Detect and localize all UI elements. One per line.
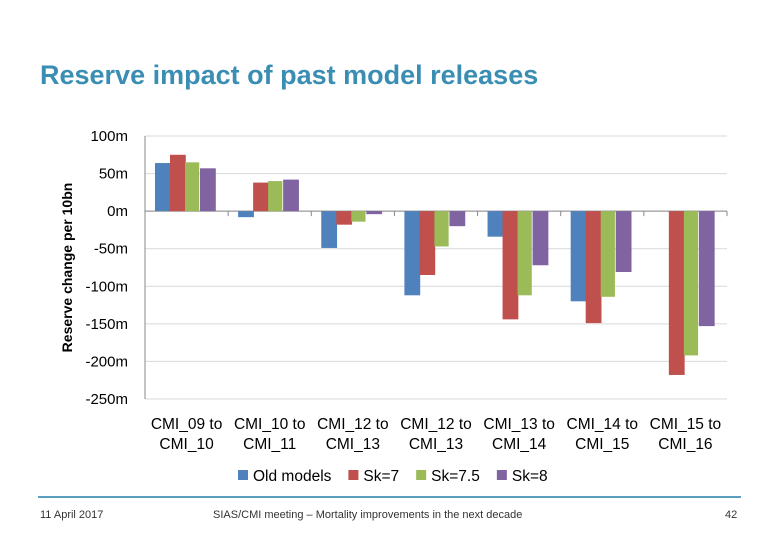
bar-sk-8 xyxy=(698,211,715,327)
y-tick-label: -100m xyxy=(85,278,128,295)
legend-label: Sk=7.5 xyxy=(431,468,480,485)
x-tick-label: CMI_13 to xyxy=(483,416,555,433)
y-tick-label: 100m xyxy=(90,128,128,145)
bar-old-models xyxy=(154,163,171,212)
x-tick-label: CMI_13 xyxy=(409,436,463,453)
x-tick-label: CMI_12 to xyxy=(317,416,389,433)
bar-sk-7 xyxy=(419,211,436,276)
bar-sk-7 xyxy=(169,154,186,212)
x-tick-label: CMI_09 to xyxy=(151,416,223,433)
page-number: 42 xyxy=(725,509,738,521)
bar-sk-7 xyxy=(585,211,602,324)
legend-label: Sk=7 xyxy=(363,468,399,485)
bar-sk-7-5 xyxy=(268,181,283,212)
bar-sk-7-5 xyxy=(683,211,699,356)
y-tick-label: -200m xyxy=(85,353,128,370)
x-tick-label: CMI_16 xyxy=(658,436,712,453)
bar-sk-7 xyxy=(502,211,519,320)
legend-swatch xyxy=(416,470,427,480)
footer-divider xyxy=(38,496,741,498)
bar-sk-8 xyxy=(366,211,383,215)
x-tick-label: CMI_10 to xyxy=(234,416,306,433)
x-tick-label: CMI_12 to xyxy=(400,416,472,433)
legend-label: Sk=8 xyxy=(512,468,548,485)
bar-sk-7-5 xyxy=(434,211,449,247)
x-tick-label: CMI_10 xyxy=(159,436,214,453)
legend-label: Old models xyxy=(253,468,332,485)
x-tick-label: CMI_14 to xyxy=(567,416,639,433)
bar-sk-7 xyxy=(668,211,685,375)
y-tick-label: 50m xyxy=(99,166,128,183)
bar-old-models xyxy=(487,211,504,237)
x-tick-label: CMI_15 to xyxy=(650,416,722,433)
bar-sk-8 xyxy=(283,179,299,212)
bar-sk-8 xyxy=(199,168,216,212)
bar-sk-8 xyxy=(449,211,466,227)
bar-sk-7 xyxy=(253,182,269,212)
legend-swatch xyxy=(496,470,507,480)
footer-date: 11 April 2017 xyxy=(40,509,104,521)
y-tick-label: -150m xyxy=(85,316,128,333)
bar-old-models xyxy=(321,211,338,248)
bar-sk-7-5 xyxy=(184,162,200,212)
x-tick-label: CMI_11 xyxy=(243,436,296,453)
bar-sk-7-5 xyxy=(351,211,366,222)
bar-sk-8 xyxy=(532,211,549,266)
y-tick-label: -50m xyxy=(94,241,128,258)
x-tick-label: CMI_14 xyxy=(492,436,547,453)
y-tick-label: -250m xyxy=(85,391,128,408)
bar-old-models xyxy=(570,211,587,302)
footer-text: SIAS/CMI meeting – Mortality improvement… xyxy=(213,509,523,521)
bar-old-models xyxy=(238,211,254,218)
y-tick-label: 0m xyxy=(107,203,128,220)
bar-sk-7-5 xyxy=(600,211,615,297)
bar-old-models xyxy=(404,211,421,296)
x-tick-label: CMI_15 xyxy=(575,436,629,453)
bar-sk-8 xyxy=(615,211,632,273)
slide-title: Reserve impact of past model releases xyxy=(40,60,539,90)
bar-sk-7 xyxy=(336,211,353,225)
legend-swatch xyxy=(238,470,248,480)
y-axis-title: Reserve change per 10bn xyxy=(59,183,75,353)
bar-sk-7-5 xyxy=(517,211,532,296)
x-tick-label: CMI_13 xyxy=(326,436,380,453)
legend-swatch xyxy=(348,470,359,480)
